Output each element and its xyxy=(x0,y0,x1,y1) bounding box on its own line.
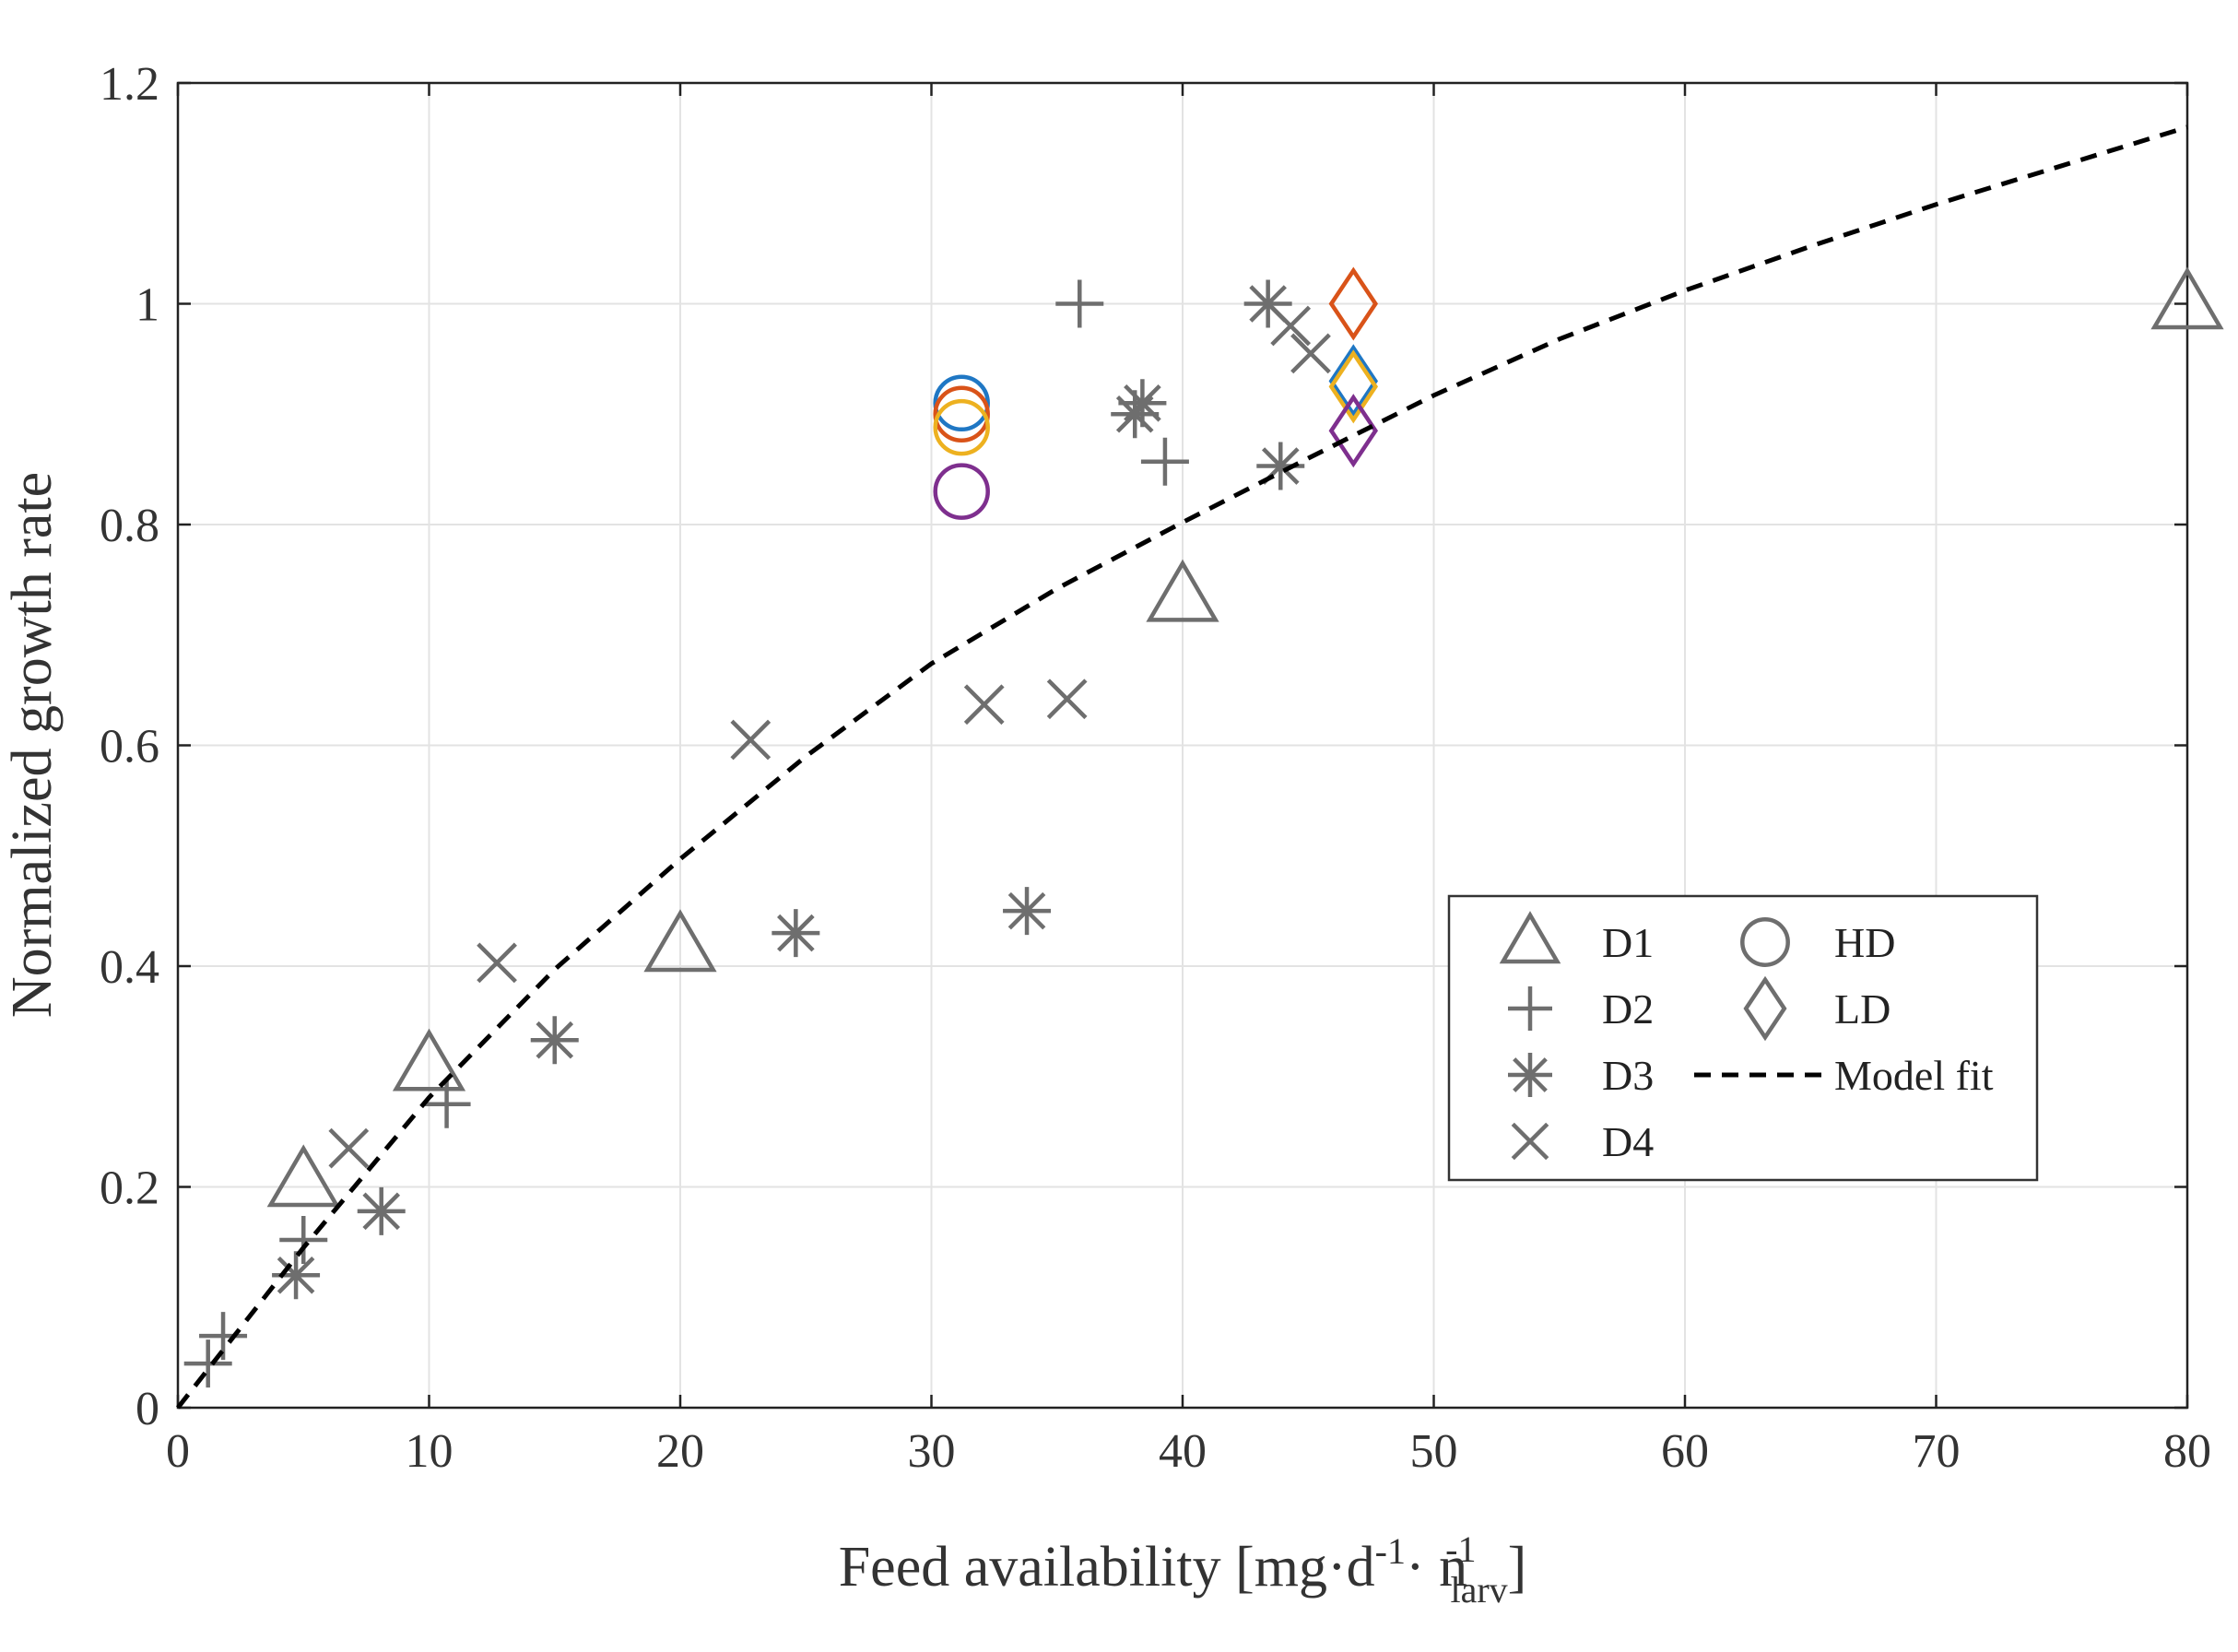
point-d3 xyxy=(1003,887,1052,936)
legend-marker-d1 xyxy=(1499,911,1561,964)
y-tick-label: 0.2 xyxy=(100,1162,159,1215)
x-tick-label: 10 xyxy=(406,1425,453,1478)
point-d3 xyxy=(357,1186,406,1235)
point-d1 xyxy=(392,1028,466,1092)
point-hd xyxy=(933,385,990,442)
x-tick-label: 40 xyxy=(1159,1425,1207,1478)
x-axis-label-sub: larv xyxy=(1450,1569,1507,1611)
series-layer xyxy=(176,124,2224,1410)
legend-label-d4: D4 xyxy=(1602,1118,1654,1165)
legend-label-d1: D1 xyxy=(1602,919,1654,966)
point-ld xyxy=(1328,349,1379,424)
point-d2 xyxy=(183,1339,232,1388)
y-tick-label: 0.8 xyxy=(100,500,159,552)
plot-frame xyxy=(176,81,2189,1410)
point-ld xyxy=(1328,266,1379,341)
legend-marker-ld xyxy=(1743,975,1787,1042)
point-hd xyxy=(933,463,990,520)
point-ld xyxy=(1328,344,1379,419)
x-axis-label-end: ] xyxy=(1508,1536,1527,1599)
point-d4 xyxy=(1290,333,1331,374)
point-d1 xyxy=(266,1144,340,1208)
point-d3 xyxy=(1118,379,1167,428)
legend-label-ld: LD xyxy=(1834,985,1891,1032)
point-d2 xyxy=(1055,279,1104,328)
x-tick-label: 20 xyxy=(656,1425,704,1478)
legend-label-model-fit: Model fit xyxy=(1834,1052,1994,1099)
point-d2 xyxy=(1140,437,1189,486)
x-axis-label-mid: · n xyxy=(1406,1536,1467,1599)
point-d2 xyxy=(279,1215,328,1264)
point-hd xyxy=(933,398,990,456)
point-d4 xyxy=(1270,305,1312,347)
point-d4 xyxy=(477,942,517,984)
point-d4 xyxy=(328,1127,370,1169)
point-d1 xyxy=(643,909,717,973)
legend-label-hd: HD xyxy=(1834,919,1895,966)
legend-marker-d2 xyxy=(1508,986,1552,1031)
y-axis-label: Normalized growth rate xyxy=(1,472,64,1018)
x-axis-label-sup1: -1 xyxy=(1375,1530,1406,1572)
x-axis-label-main: Feed availability [mg·d xyxy=(839,1536,1375,1599)
legend-marker-d3 xyxy=(1508,1053,1552,1097)
y-tick-label: 1 xyxy=(135,279,159,332)
x-tick-label: 70 xyxy=(1913,1425,1961,1478)
y-tick-label: 0 xyxy=(135,1383,159,1435)
x-tick-label: 80 xyxy=(2163,1425,2211,1478)
legend-marker-hd xyxy=(1740,917,1790,967)
point-d4 xyxy=(730,719,772,761)
x-tick-label: 50 xyxy=(1410,1425,1458,1478)
grid xyxy=(176,81,2189,1410)
y-tick-label: 0.6 xyxy=(100,721,159,773)
legend-marker-d4 xyxy=(1511,1122,1549,1161)
point-d1 xyxy=(1146,559,1219,622)
point-d4 xyxy=(1046,678,1088,720)
legend: D1 D2 D3 D4 HD LD Model fit xyxy=(1447,894,2039,1182)
x-tick-label: 60 xyxy=(1661,1425,1709,1478)
tick-labels: 0 10 20 30 40 50 60 70 80 0 0.2 0.4 0.6 0.8 1 1.2 xyxy=(100,58,2211,1478)
x-axis-label-sup2: -1 xyxy=(1445,1528,1476,1570)
model-fit-line xyxy=(176,124,2188,1410)
legend-label-d2: D2 xyxy=(1602,985,1654,1032)
x-axis-label: Feed availability [mg·d-1· n-1 larv] xyxy=(839,1528,1527,1611)
point-d3 xyxy=(772,909,820,958)
x-tick-label: 0 xyxy=(166,1425,190,1478)
point-ld xyxy=(1328,394,1379,468)
point-d1 xyxy=(2150,266,2224,330)
legend-label-d3: D3 xyxy=(1602,1052,1654,1099)
legend-items: D1 D2 D3 D4 HD LD Model fit xyxy=(1499,911,1994,1165)
y-tick-label: 1.2 xyxy=(100,58,159,111)
point-hd xyxy=(933,374,990,432)
point-d2 xyxy=(422,1080,471,1128)
point-d3 xyxy=(530,1016,579,1065)
y-tick-label: 0.4 xyxy=(100,941,159,994)
point-d3 xyxy=(272,1251,321,1300)
x-tick-label: 30 xyxy=(908,1425,956,1478)
point-d4 xyxy=(963,684,1005,726)
